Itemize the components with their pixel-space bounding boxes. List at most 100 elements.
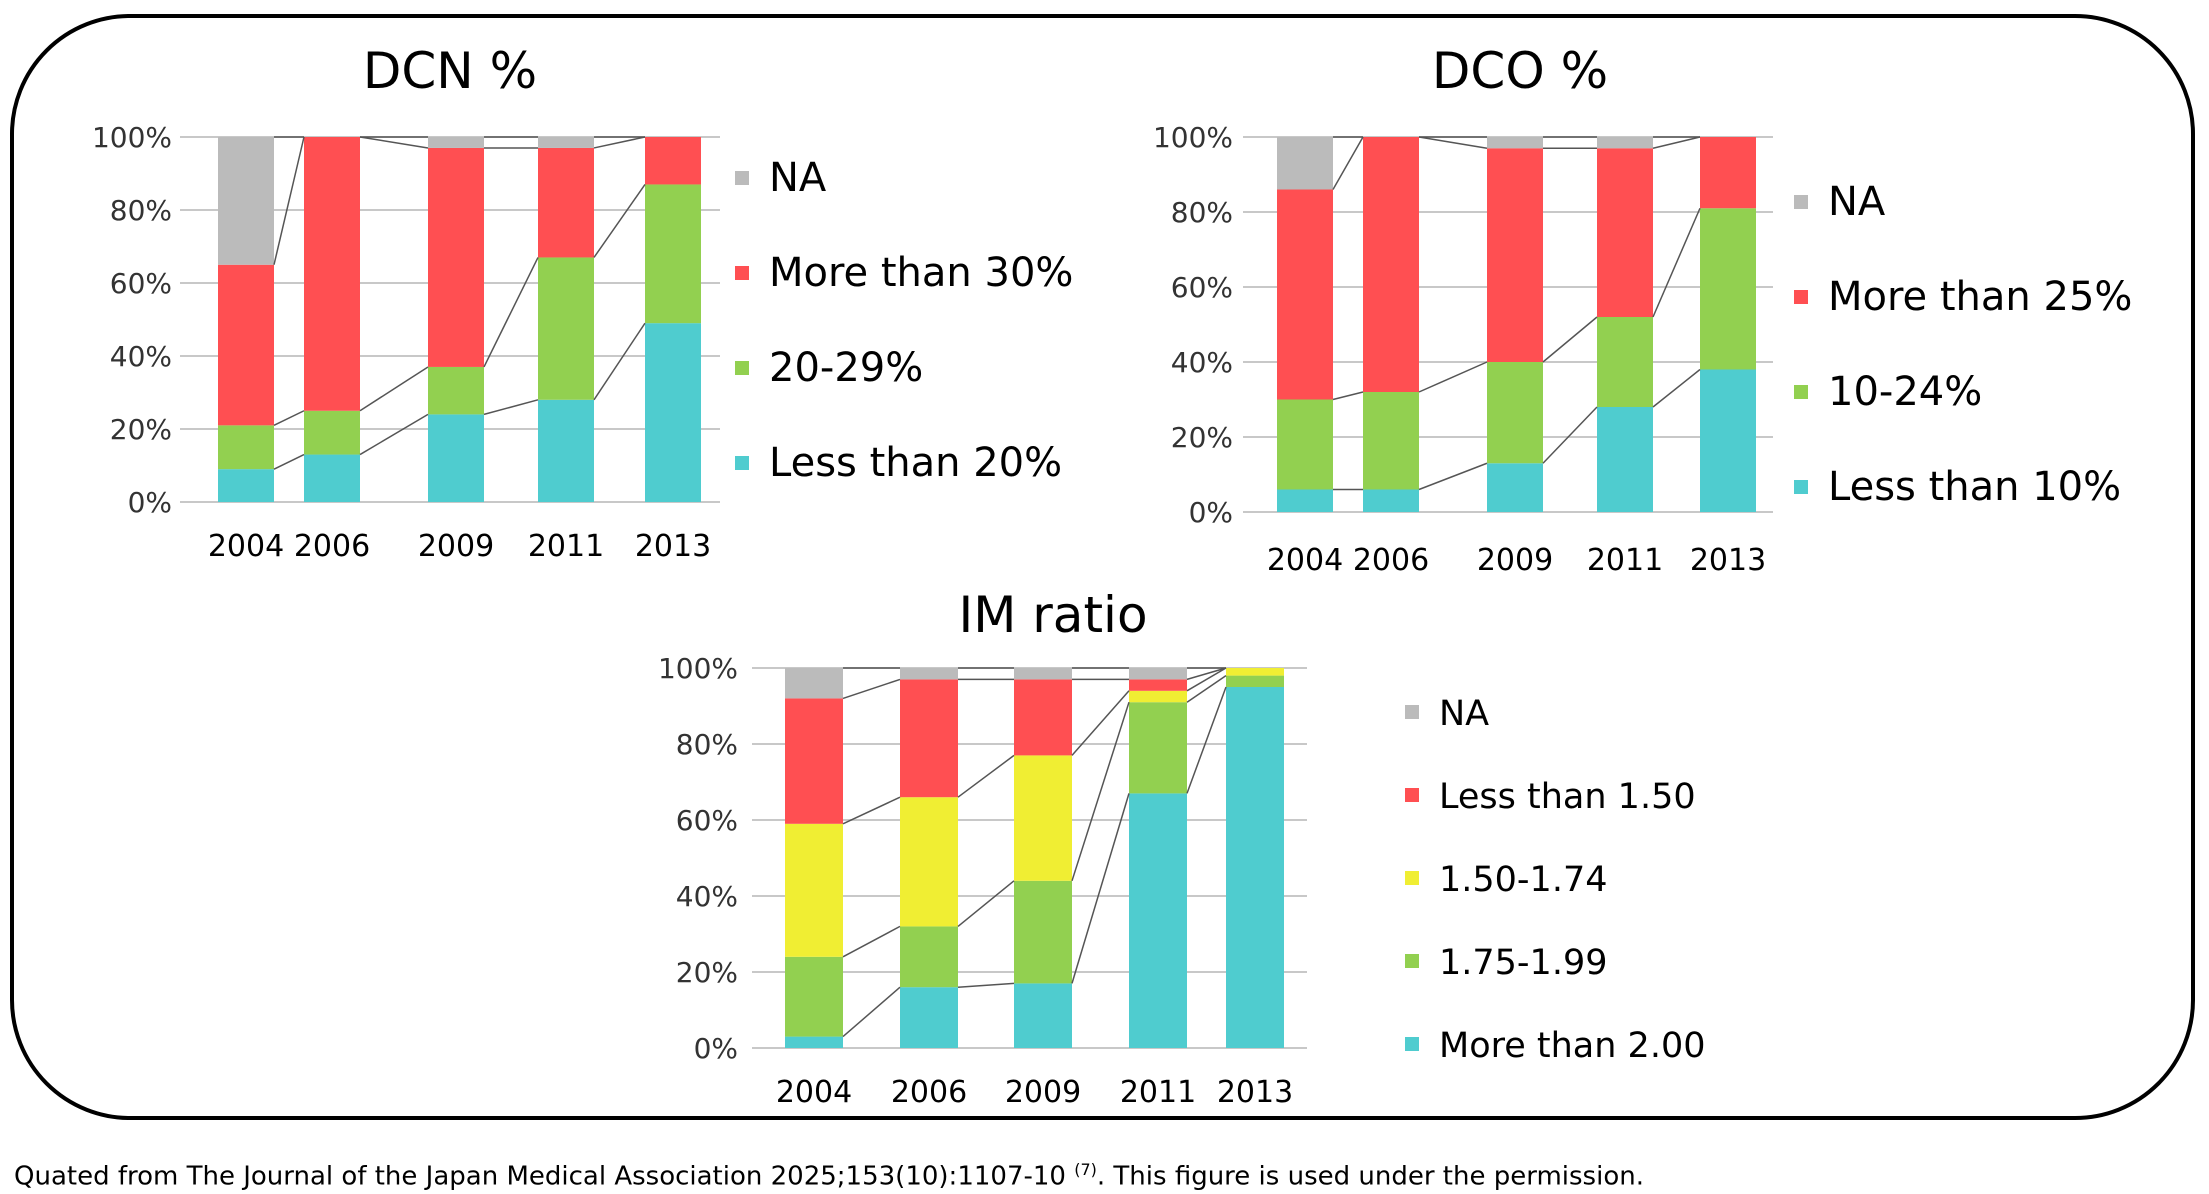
bar-segment bbox=[1700, 369, 1756, 512]
series-connector bbox=[1418, 361, 1488, 393]
bar-segment bbox=[538, 399, 594, 502]
legend-marker bbox=[1405, 871, 1419, 885]
y-tick-label: 0% bbox=[694, 1032, 738, 1065]
series-connector bbox=[1542, 406, 1598, 464]
bar-segment bbox=[1597, 137, 1653, 149]
x-tick-label: 2013 bbox=[1690, 543, 1766, 578]
legend-marker bbox=[735, 266, 749, 280]
y-tick-label: 100% bbox=[1153, 121, 1233, 154]
bar-segment bbox=[1014, 755, 1072, 881]
bar-segment bbox=[1363, 392, 1419, 490]
bar-segment bbox=[1597, 148, 1653, 317]
legend-label: Less than 20% bbox=[769, 440, 1062, 486]
series-connector bbox=[842, 796, 901, 825]
legend-marker bbox=[1794, 290, 1808, 304]
legend-marker bbox=[1794, 480, 1808, 494]
y-tick-label: 40% bbox=[676, 880, 738, 913]
legend-label: NA bbox=[769, 155, 827, 201]
legend-marker bbox=[1794, 195, 1808, 209]
y-tick-label: 80% bbox=[676, 728, 738, 761]
caption-text: Quated from The Journal of the Japan Med… bbox=[14, 1161, 1075, 1192]
y-tick-label: 60% bbox=[1171, 271, 1233, 304]
y-tick-label: 100% bbox=[658, 652, 738, 685]
y-tick-label: 0% bbox=[1189, 496, 1233, 529]
bar-segment bbox=[785, 698, 843, 824]
bar-segment bbox=[1597, 407, 1653, 512]
caption-suffix: . This figure is used under the permissi… bbox=[1096, 1161, 1644, 1192]
legend-label: 20-29% bbox=[769, 345, 923, 391]
x-tick-label: 2013 bbox=[1217, 1075, 1293, 1110]
x-tick-label: 2013 bbox=[635, 529, 711, 564]
series-connector bbox=[593, 184, 646, 258]
bar-segment bbox=[538, 257, 594, 400]
y-tick-label: 40% bbox=[1171, 346, 1233, 379]
series-connector bbox=[957, 880, 1015, 927]
series-connector bbox=[842, 986, 901, 1038]
series-connector bbox=[273, 136, 305, 265]
source-caption: Quated from The Journal of the Japan Med… bbox=[14, 1160, 1644, 1192]
series-connector bbox=[1186, 674, 1227, 703]
series-connector bbox=[1418, 136, 1488, 149]
bar-segment bbox=[1363, 137, 1419, 392]
y-tick-label: 80% bbox=[1171, 196, 1233, 229]
caption-reference: (7) bbox=[1074, 1160, 1097, 1179]
series-connector bbox=[1071, 690, 1130, 756]
series-connector bbox=[273, 453, 305, 470]
series-connector bbox=[842, 925, 901, 958]
y-tick-label: 20% bbox=[1171, 421, 1233, 454]
legend-label: More than 30% bbox=[769, 250, 1073, 296]
bar-segment bbox=[1014, 880, 1072, 984]
series-connector bbox=[359, 413, 429, 456]
legend-label: More than 2.00 bbox=[1439, 1026, 1705, 1066]
legend-label: Less than 1.50 bbox=[1439, 777, 1696, 817]
legend-marker bbox=[1405, 788, 1419, 802]
y-tick-label: 0% bbox=[128, 486, 172, 519]
x-tick-label: 2006 bbox=[891, 1075, 967, 1110]
series-connector bbox=[593, 322, 646, 401]
y-tick-label: 80% bbox=[110, 194, 172, 227]
x-tick-label: 2011 bbox=[1587, 543, 1663, 578]
bar-segment bbox=[1129, 702, 1187, 794]
series-connector bbox=[359, 366, 429, 412]
y-tick-label: 20% bbox=[676, 956, 738, 989]
x-tick-label: 2006 bbox=[294, 529, 370, 564]
x-tick-label: 2011 bbox=[528, 529, 604, 564]
y-tick-label: 60% bbox=[110, 267, 172, 300]
legend-label: 1.50-1.74 bbox=[1439, 860, 1608, 900]
bar-segment bbox=[218, 469, 274, 502]
bar-segment bbox=[1700, 137, 1756, 209]
x-tick-label: 2006 bbox=[1353, 543, 1429, 578]
bar-segment bbox=[900, 668, 958, 680]
bar-segment bbox=[785, 668, 843, 699]
series-connector bbox=[1652, 368, 1701, 408]
bar-segment bbox=[1129, 793, 1187, 1048]
legend-marker bbox=[1405, 954, 1419, 968]
series-connector bbox=[1652, 136, 1701, 149]
series-connector bbox=[957, 754, 1015, 798]
legend-marker bbox=[735, 361, 749, 375]
x-tick-label: 2011 bbox=[1120, 1075, 1196, 1110]
bar-segment bbox=[1487, 362, 1543, 464]
y-tick-label: 20% bbox=[110, 413, 172, 446]
bar-segment bbox=[1277, 137, 1333, 190]
series-connector bbox=[1332, 136, 1364, 190]
bar-segment bbox=[900, 797, 958, 927]
bar-segment bbox=[304, 410, 360, 455]
chart-title: DCN % bbox=[363, 42, 537, 100]
series-connector bbox=[273, 410, 305, 427]
bar-segment bbox=[1487, 148, 1543, 362]
bar-segment bbox=[1700, 208, 1756, 370]
series-connector bbox=[1186, 667, 1227, 692]
series-connector bbox=[1332, 391, 1364, 401]
bar-segment bbox=[218, 264, 274, 426]
chart-title: IM ratio bbox=[958, 586, 1147, 644]
bar-segment bbox=[218, 137, 274, 265]
bar-segment bbox=[900, 679, 958, 798]
bar-segment bbox=[428, 147, 484, 367]
bar-segment bbox=[1226, 675, 1284, 687]
legend-label: 1.75-1.99 bbox=[1439, 943, 1608, 983]
bar-segment bbox=[1277, 489, 1333, 512]
figure-frame bbox=[10, 14, 2195, 1120]
bar-segment bbox=[785, 823, 843, 957]
